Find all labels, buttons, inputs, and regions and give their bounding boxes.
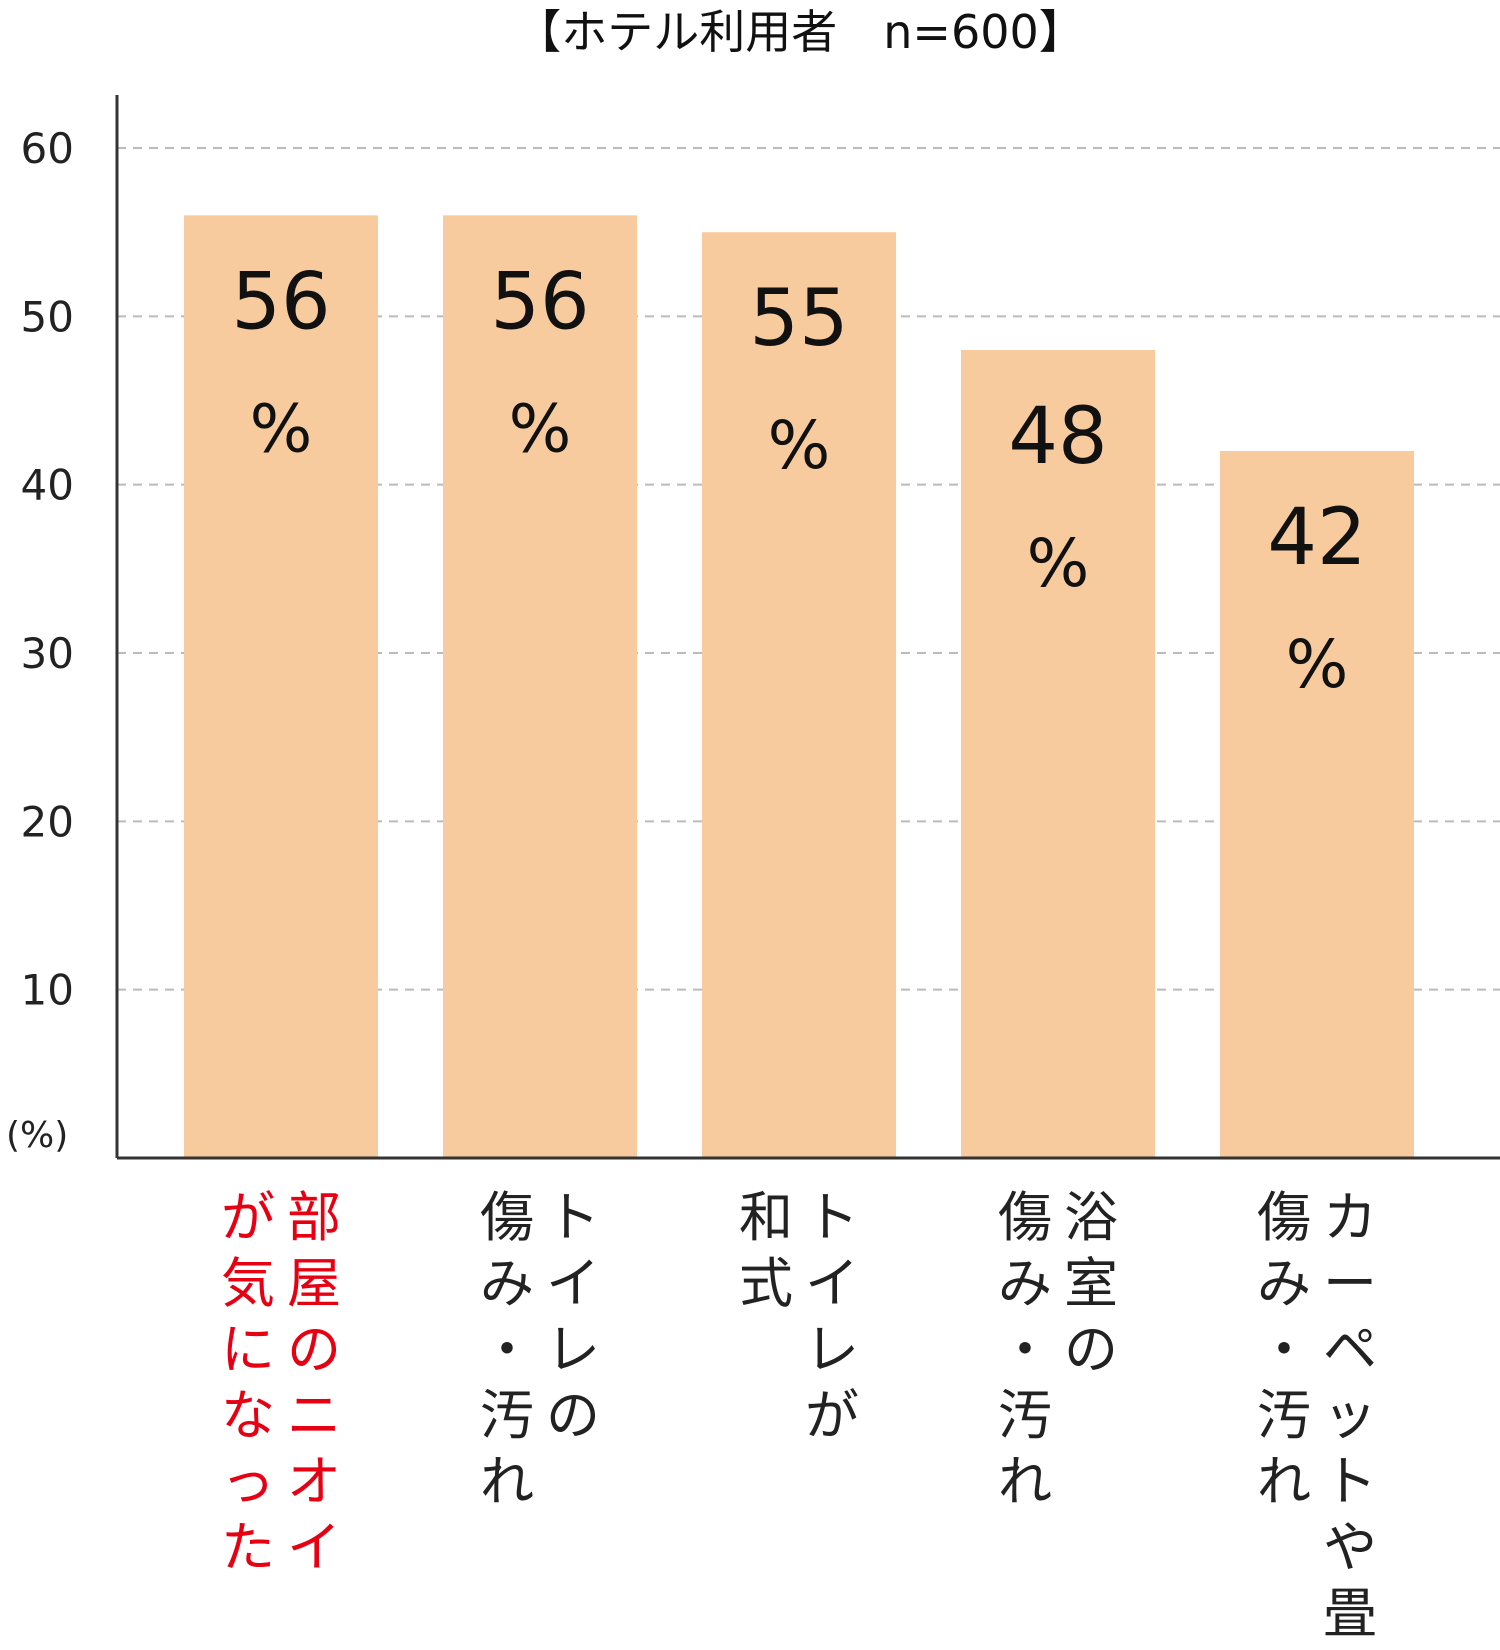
category-labels: 部屋のニオイが気になったトイレの傷み・汚れトイレが和式浴室の傷み・汚れカーペット…	[221, 1186, 1377, 1650]
y-axis-ticks: 10 20 30 40 50 60	[21, 124, 74, 1015]
bars	[184, 215, 1414, 1159]
bar	[702, 232, 896, 1158]
bar	[1220, 451, 1414, 1158]
y-tick-label: 40	[21, 461, 74, 510]
bar-percent-sign: %	[768, 407, 831, 484]
category-label-column: 傷み・汚れ	[998, 1186, 1052, 1513]
category-label-column: 傷み・汚れ	[1257, 1186, 1311, 1513]
category-label-column: カーペットや畳の	[1323, 1186, 1377, 1650]
category-label-column: 傷み・汚れ	[480, 1186, 534, 1513]
bar-value-label: 56	[490, 257, 589, 347]
category-label-column: が気になった	[221, 1186, 275, 1579]
y-tick-label: 10	[21, 966, 74, 1015]
bar	[961, 350, 1155, 1158]
value-labels: 56% 56% 55% 48% 42%	[231, 257, 1366, 703]
bar-value-label: 48	[1008, 392, 1107, 482]
category-label-column: トイレが	[805, 1186, 859, 1447]
bar-percent-sign: %	[1286, 626, 1349, 703]
bar	[184, 215, 378, 1159]
bar-value-label: 42	[1267, 493, 1366, 583]
y-axis-unit-label: (%)	[6, 1115, 68, 1156]
bar-percent-sign: %	[1027, 525, 1090, 602]
bar	[443, 215, 637, 1159]
y-tick-label: 60	[21, 124, 74, 173]
bar-percent-sign: %	[250, 390, 313, 467]
category-label-column: 部屋のニオイ	[287, 1186, 341, 1579]
category-label-column: トイレの	[546, 1186, 600, 1447]
y-tick-label: 50	[21, 292, 74, 341]
bar-percent-sign: %	[509, 390, 572, 467]
category-label-column: 和式	[739, 1186, 793, 1315]
y-tick-label: 20	[21, 797, 74, 846]
y-tick-label: 30	[21, 629, 74, 678]
category-label: カーペットや畳の傷み・汚れ	[1257, 1186, 1377, 1650]
category-label-column: 浴室の	[1064, 1186, 1118, 1381]
chart-title: 【ホテル利用者 n=600】	[515, 5, 1085, 59]
bar-value-label: 55	[749, 274, 848, 364]
bar-value-label: 56	[231, 257, 330, 347]
